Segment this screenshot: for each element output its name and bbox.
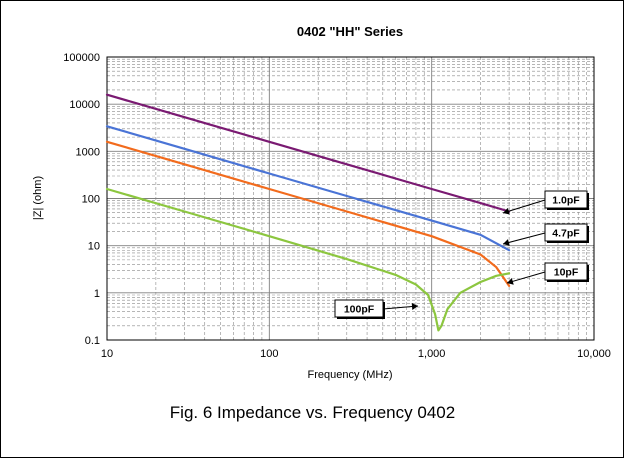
y-tick-label: 0.1 xyxy=(85,335,100,347)
y-tick-label: 10000 xyxy=(69,99,100,111)
y-tick-label: 100 xyxy=(82,194,100,206)
callout-arrowhead xyxy=(503,207,510,215)
x-tick-label: 100 xyxy=(260,348,278,360)
callout-label: 4.7pF xyxy=(552,228,580,240)
callout-10pf: 10pF xyxy=(506,262,589,285)
callout-box xyxy=(334,299,384,318)
series-line-100pf xyxy=(105,187,511,332)
callout-arrow xyxy=(502,232,546,245)
major-grid xyxy=(106,56,595,341)
x-tick-label: 1,000 xyxy=(418,348,446,360)
callout-47pf: 4.7pF xyxy=(502,223,589,246)
series-line-10pf xyxy=(105,93,511,213)
y-tick-label: 100000 xyxy=(63,52,100,64)
y-tick-label: 1 xyxy=(94,288,100,300)
y-axis-label: |Z| (ohm) xyxy=(32,176,44,220)
callout-arrowhead xyxy=(503,239,510,246)
callout-box xyxy=(544,190,588,209)
callout-10pf: 1.0pF xyxy=(502,190,589,215)
callout-arrowhead xyxy=(411,303,418,310)
callout-label: 1.0pF xyxy=(552,195,580,207)
callout-100pf: 100pF xyxy=(334,299,419,319)
callout-label: 10pF xyxy=(554,267,579,279)
callout-label: 100pF xyxy=(344,304,375,316)
series-line-47pf xyxy=(105,125,511,252)
chart-title: 0402 "HH" Series xyxy=(297,24,403,39)
callout-arrow xyxy=(506,271,546,284)
series-line-10pf xyxy=(105,140,511,287)
y-tick-label: 1000 xyxy=(76,146,100,158)
series-lines xyxy=(105,93,511,332)
callout-box xyxy=(544,262,588,281)
callout-box xyxy=(544,223,588,242)
y-axis: 0.1 1 10 100 1000 10000 100000 xyxy=(63,52,100,347)
callout-arrowhead xyxy=(507,277,514,285)
x-tick-label: 10 xyxy=(101,348,113,360)
x-axis: 10 100 1,000 10,000 xyxy=(101,348,611,360)
series-callouts: 1.0pF 4.7pF 10pF 100pF xyxy=(334,190,589,319)
y-tick-label: 10 xyxy=(88,241,100,253)
figure-caption: Fig. 6 Impedance vs. Frequency 0402 xyxy=(169,403,456,422)
x-axis-label: Frequency (MHz) xyxy=(308,369,393,381)
callout-arrow xyxy=(502,199,546,214)
plot-area xyxy=(106,56,595,341)
x-tick-label: 10,000 xyxy=(577,348,611,360)
